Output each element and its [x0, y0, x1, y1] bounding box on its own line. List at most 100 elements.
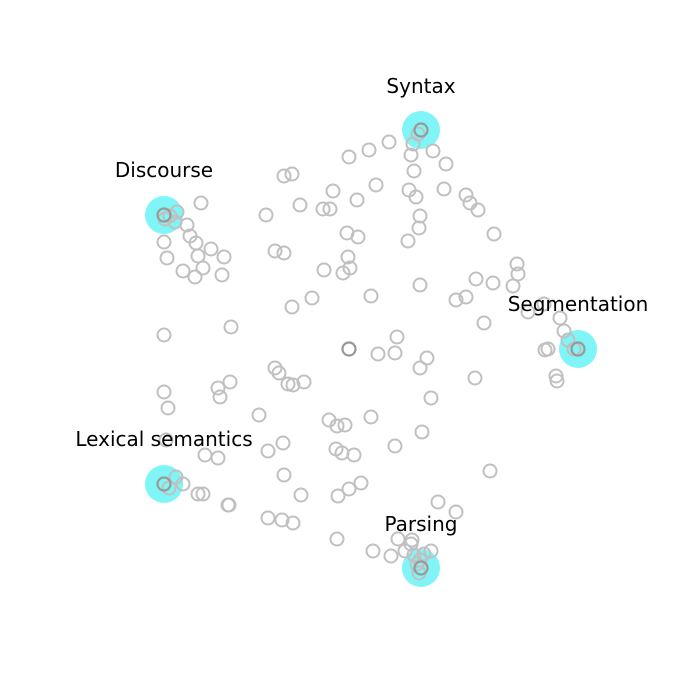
- data-point: [342, 260, 358, 276]
- data-point: [370, 346, 386, 362]
- data-point: [322, 201, 338, 217]
- data-point: [296, 374, 312, 390]
- data-point: [350, 229, 366, 245]
- data-point: [397, 543, 413, 559]
- data-point: [361, 142, 377, 158]
- data-point: [175, 476, 191, 492]
- anchor-labels: Syntax Discourse Segmentation Lexical seman…: [75, 74, 648, 536]
- data-point: [221, 497, 237, 513]
- data-point: [214, 267, 230, 283]
- data-point: [330, 488, 346, 504]
- data-point: [412, 208, 428, 224]
- data-point: [329, 531, 345, 547]
- data-point: [552, 310, 568, 326]
- data-point: [509, 256, 525, 272]
- data-point: [486, 226, 502, 242]
- data-point: [404, 532, 420, 548]
- data-point: [328, 441, 344, 457]
- data-point: [363, 288, 379, 304]
- data-point: [216, 249, 232, 265]
- data-point: [203, 241, 219, 257]
- data-point: [390, 531, 406, 547]
- data-point: [193, 195, 209, 211]
- data-point: [485, 275, 501, 291]
- anchor-label-segmentation: Segmentation: [508, 292, 649, 316]
- data-point: [436, 181, 452, 197]
- data-point: [462, 195, 478, 211]
- data-point: [195, 260, 211, 276]
- data-point: [175, 263, 191, 279]
- data-point: [251, 407, 267, 423]
- anchor-label-lexical-semantics: Lexical semantics: [75, 427, 252, 451]
- data-point: [156, 384, 172, 400]
- data-point: [260, 443, 276, 459]
- data-point-center: [413, 122, 429, 138]
- data-point: [271, 365, 287, 381]
- data-point: [423, 390, 439, 406]
- data-point: [159, 250, 175, 266]
- data-point: [448, 292, 464, 308]
- data-point: [403, 147, 419, 163]
- data-point: [423, 543, 439, 559]
- data-point: [368, 177, 384, 193]
- data-point: [275, 435, 291, 451]
- data-point: [387, 345, 403, 361]
- data-point: [438, 156, 454, 172]
- data-point: [412, 277, 428, 293]
- data-point: [285, 515, 301, 531]
- data-point: [340, 249, 356, 265]
- data-point: [419, 350, 435, 366]
- data-point: [448, 504, 464, 520]
- data-point: [505, 278, 521, 294]
- data-point: [210, 450, 226, 466]
- data-point: [365, 543, 381, 559]
- data-point: [260, 510, 276, 526]
- data-point: [363, 409, 379, 425]
- data-point: [458, 187, 474, 203]
- data-point: [458, 289, 474, 305]
- data-point: [476, 315, 492, 331]
- data-point: [156, 327, 172, 343]
- data-point: [408, 189, 424, 205]
- data-point: [406, 547, 422, 563]
- data-point: [292, 197, 308, 213]
- data-point: [560, 332, 576, 348]
- data-point-center: [341, 341, 357, 357]
- data-point: [416, 546, 432, 562]
- data-point: [304, 290, 320, 306]
- data-point: [293, 487, 309, 503]
- data-point: [349, 192, 365, 208]
- data-point: [353, 475, 369, 491]
- data-point: [158, 432, 174, 448]
- data-point-center: [413, 560, 429, 576]
- data-point: [315, 201, 331, 217]
- data-point: [285, 377, 301, 393]
- data-point: [482, 463, 498, 479]
- data-point: [316, 262, 332, 278]
- data-point: [223, 319, 239, 335]
- data-point: [156, 234, 172, 250]
- data-point: [190, 486, 206, 502]
- data-point: [195, 486, 211, 502]
- data-point: [537, 342, 553, 358]
- data-point: [267, 243, 283, 259]
- data-point: [258, 207, 274, 223]
- data-point: [387, 438, 403, 454]
- data-point: [400, 233, 416, 249]
- data-point: [467, 370, 483, 386]
- data-point: [406, 163, 422, 179]
- data-point: [167, 214, 183, 230]
- data-point: [210, 380, 226, 396]
- data-point: [325, 183, 341, 199]
- data-point: [425, 143, 441, 159]
- data-point: [276, 245, 292, 261]
- data-point: [284, 299, 300, 315]
- data-point: [276, 467, 292, 483]
- data-point-center: [156, 476, 172, 492]
- data-point: [276, 168, 292, 184]
- data-point: [520, 304, 536, 320]
- data-point: [405, 136, 421, 152]
- data-point: [341, 481, 357, 497]
